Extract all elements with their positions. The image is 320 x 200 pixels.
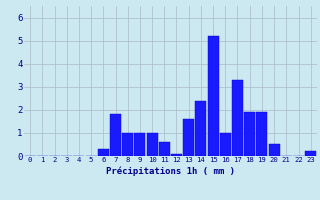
Bar — [122, 133, 133, 156]
Bar — [268, 144, 280, 156]
Bar — [159, 142, 170, 156]
Bar — [208, 36, 219, 156]
Bar — [110, 114, 121, 156]
Bar — [183, 119, 194, 156]
Bar — [220, 133, 231, 156]
Bar — [171, 154, 182, 156]
X-axis label: Précipitations 1h ( mm ): Précipitations 1h ( mm ) — [106, 166, 235, 176]
Bar — [98, 149, 109, 156]
Bar — [305, 151, 316, 156]
Bar — [134, 133, 145, 156]
Bar — [147, 133, 157, 156]
Bar — [256, 112, 268, 156]
Bar — [196, 101, 206, 156]
Bar — [244, 112, 255, 156]
Bar — [232, 80, 243, 156]
